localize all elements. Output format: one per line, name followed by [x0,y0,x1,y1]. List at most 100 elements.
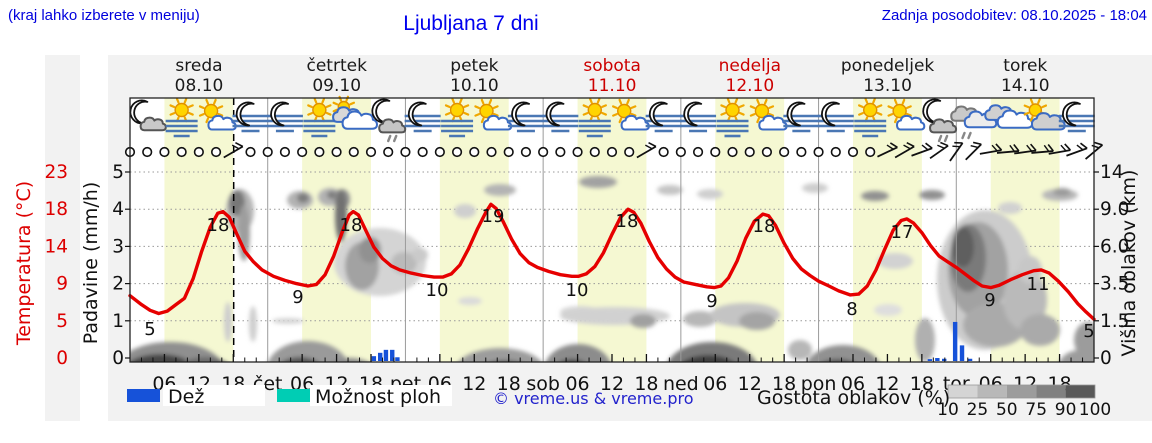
svg-text:18: 18 [207,215,230,236]
svg-text:5: 5 [112,162,124,183]
svg-text:10: 10 [566,280,589,301]
calm-wind-icon [451,146,463,158]
svg-text:18: 18 [772,373,796,395]
calm-wind-icon [297,146,308,158]
temperature-curve [128,202,1096,321]
wind-barb-icon [877,142,898,158]
weather-icon-moon-cloud [129,99,167,132]
svg-text:5: 5 [1083,321,1094,342]
figure-background-left [45,55,80,421]
calm-wind-icon [434,146,445,158]
svg-text:06: 06 [565,373,589,395]
day-date: 11.10 [587,76,637,96]
weather-icon-moon-drizzle [371,98,407,143]
weather-icon-moon-fog [404,101,441,133]
axis-title-temperature: Temperatura (°C) [13,180,35,346]
weather-icon-moon-drizzle [922,98,958,143]
wind-barb-icon [911,142,933,157]
svg-text:12: 12 [738,373,762,395]
calm-wind-icon [365,146,377,158]
svg-text:18: 18 [634,373,658,395]
weather-icon-sun-cloud [887,98,926,131]
cloud-density-scale: 10 25 50 75 90 100 [937,384,1111,420]
svg-text:9: 9 [56,274,68,295]
svg-text:06: 06 [841,373,865,395]
day-label-četrtek: četrtek 09.10 [268,56,406,96]
svg-text:12: 12 [600,373,624,395]
calm-wind-icon [279,146,291,158]
svg-text:8: 8 [846,299,857,320]
weather-icon-moon-fog [817,101,854,133]
day-label-sreda: sreda 08.10 [130,56,268,96]
svg-text:pon: pon [801,373,837,395]
day-name: nedelja [718,56,782,76]
svg-text:06: 06 [703,373,727,395]
svg-text:9: 9 [984,290,995,311]
calm-wind-icon [314,146,325,158]
calm-wind-icon [692,146,704,158]
weather-icon-clouds [984,104,1034,129]
svg-text:18: 18 [44,199,68,220]
day-name: sreda [175,56,223,76]
svg-text:90: 90 [1055,400,1077,420]
calm-wind-icon [589,146,600,158]
svg-text:5: 5 [144,319,155,340]
svg-text:18: 18 [910,373,934,395]
axis-title-precipitation: Padavine (mm/h) [80,181,102,345]
rain-legend-label: Dež [168,386,205,408]
day-date: 13.10 [863,76,912,96]
svg-text:14: 14 [1100,162,1124,183]
axis-ticks [125,171,1099,362]
calm-wind-icon [262,146,273,158]
calm-wind-icon [847,146,859,158]
day-name: torek [1003,56,1048,76]
svg-text:3: 3 [112,236,124,257]
day-date: 14.10 [1000,76,1050,96]
axis-title-cloud-height: Višina oblakov (km) [1118,169,1140,357]
svg-text:18: 18 [616,211,639,232]
weather-icons-row [129,95,1095,143]
calm-wind-icon [520,146,532,158]
svg-text:10: 10 [426,280,449,301]
weather-icon-moon-fog [232,101,269,133]
weather-icon-sun-fog [854,97,887,138]
svg-text:3.5: 3.5 [1100,274,1129,295]
page-title: Ljubljana 7 dni [403,12,539,35]
weather-icon-sun-fog [165,97,198,138]
showers-legend-box [310,385,452,406]
copyright-link[interactable]: © vreme.us & vreme.pro [493,389,694,408]
calm-wind-icon [503,146,514,158]
svg-text:10: 10 [937,400,959,420]
svg-text:1.5: 1.5 [1100,311,1129,332]
day-date: 12.10 [725,76,775,96]
day-date: 10.10 [450,76,499,96]
rain-bars [371,321,973,361]
weather-icon-moon-fog [542,101,579,133]
calm-wind-icon [744,146,755,158]
svg-text:2: 2 [112,274,124,295]
wind-symbols-row [124,141,1104,162]
svg-text:4: 4 [112,199,124,220]
wind-barb-icon [949,141,964,162]
wind-barb-icon [996,143,1020,154]
day-name: sobota [583,56,641,76]
svg-text:0: 0 [56,348,68,369]
calm-wind-icon [830,146,841,158]
wind-barb-icon [979,143,1003,155]
svg-text:0: 0 [1100,348,1112,369]
calm-wind-icon [572,146,583,158]
wind-barb-icon [1048,143,1071,155]
day-header-row: sreda 08.10 četrtek 09.10 petek 10.10 sobota 11… [0,56,1152,98]
weather-icon-moon-fog [507,101,544,133]
calm-wind-icon [331,146,342,158]
calm-wind-icon [865,146,876,158]
day-name: petek [450,56,499,76]
svg-text:9: 9 [706,291,717,312]
svg-text:ned: ned [663,373,699,395]
showers-legend-label: Možnost ploh [315,386,442,408]
svg-text:25: 25 [967,400,989,420]
svg-text:9: 9 [292,287,303,308]
svg-text:11: 11 [1027,274,1050,295]
